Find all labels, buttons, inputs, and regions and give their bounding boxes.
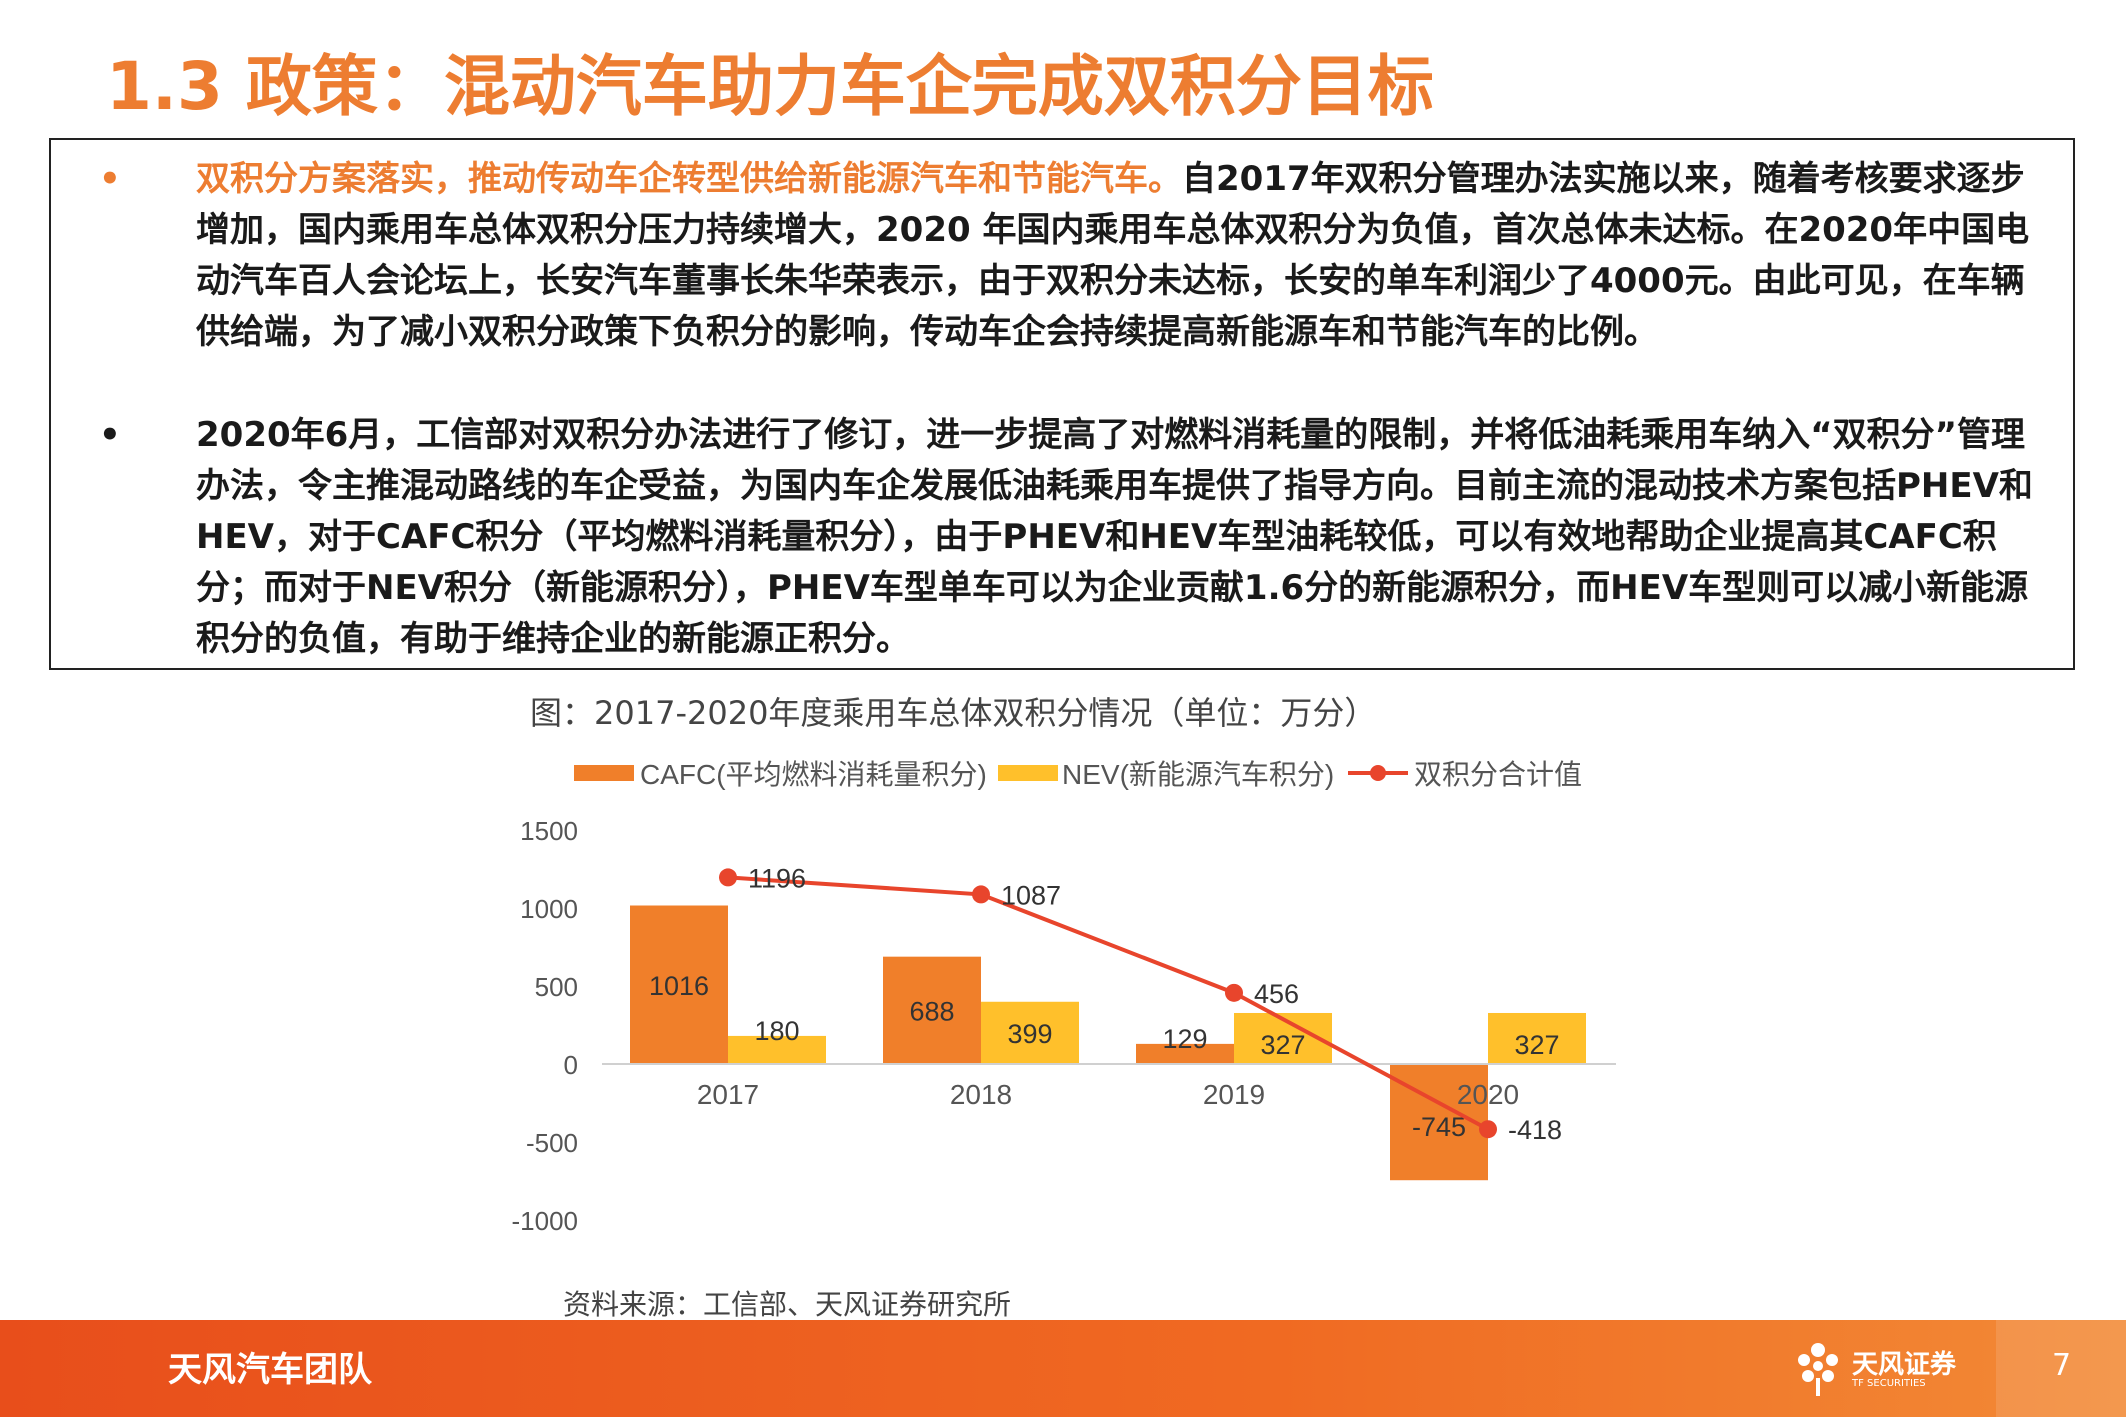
footer-bar: 天风汽车团队 天风证券 TF SECURITIES 7 xyxy=(0,1320,2126,1417)
tf-securities-logo: 天风证券 TF SECURITIES xyxy=(1790,1338,1960,1398)
total-marker xyxy=(719,868,737,887)
x-tick-label: 2018 xyxy=(950,1079,1012,1110)
y-tick-label: -1000 xyxy=(512,1206,579,1236)
summary-box: • 双积分方案落实，推动传动车企转型供给新能源汽车和节能汽车。自2017年双积分… xyxy=(49,138,2075,670)
bullet-2-dot: • xyxy=(99,415,121,455)
bar-nev xyxy=(1488,1012,1586,1064)
bar-label-cafc: 129 xyxy=(1162,1024,1207,1054)
total-line xyxy=(727,875,1489,1131)
page-number-block xyxy=(1996,1320,2126,1417)
bar-cafc xyxy=(1136,1043,1234,1064)
total-marker xyxy=(972,885,990,904)
footer-team-name: 天风汽车团队 xyxy=(168,1350,372,1390)
bar-label-cafc: -745 xyxy=(1412,1112,1466,1142)
y-tick-label: 0 xyxy=(564,1050,578,1080)
bullet-1-dot: • xyxy=(99,159,121,199)
chart-caption: 图：2017-2020年度乘用车总体双积分情况（单位：万分） xyxy=(530,694,1377,732)
legend-swatch-cafc xyxy=(574,765,634,781)
legend-label-total: 双积分合计值 xyxy=(1414,759,1582,790)
logo-name: 天风证券 xyxy=(1852,1350,1957,1380)
x-tick-label: 2019 xyxy=(1203,1079,1265,1110)
logo-subtitle: TF SECURITIES xyxy=(1852,1378,1926,1389)
total-label: 1196 xyxy=(748,863,806,893)
bar-label-cafc: 688 xyxy=(909,996,954,1026)
total-label: -418 xyxy=(1508,1115,1562,1145)
total-marker xyxy=(1225,983,1243,1002)
total-label: 456 xyxy=(1254,979,1299,1009)
flower-logo-icon xyxy=(1798,1343,1838,1396)
y-tick-label: -500 xyxy=(526,1128,578,1158)
bullet-1: • 双积分方案落实，推动传动车企转型供给新能源汽车和节能汽车。自2017年双积分… xyxy=(73,154,2053,358)
bullet-1-text: 双积分方案落实，推动传动车企转型供给新能源汽车和节能汽车。自2017年双积分管理… xyxy=(196,154,2053,358)
bar-cafc xyxy=(883,956,981,1064)
legend-label-nev: NEV(新能源汽车积分) xyxy=(1062,759,1334,790)
y-tick-label: 1500 xyxy=(520,816,578,846)
source-note: 资料来源：工信部、天风证券研究所 xyxy=(563,1288,1012,1321)
bullet-1-body: 自2017年双积分管理办法实施以来，随着考核要求逐步增加，国内乘用车总体双积分压… xyxy=(196,159,2030,352)
bar-label-cafc: 1016 xyxy=(649,971,709,1001)
legend-label-cafc: CAFC(平均燃料消耗量积分) xyxy=(640,759,987,790)
total-label: 1087 xyxy=(1001,880,1061,910)
bar-nev xyxy=(981,1001,1079,1064)
legend-swatch-nev xyxy=(998,765,1058,781)
total-marker xyxy=(1479,1120,1497,1139)
x-tick-label: 2020 xyxy=(1457,1079,1519,1110)
bullet-2-text: 2020年6月，工信部对双积分办法进行了修订，进一步提高了对燃料消耗量的限制，并… xyxy=(196,415,2033,659)
y-tick-label: 1000 xyxy=(520,894,578,924)
page-number: 7 xyxy=(2052,1348,2072,1383)
bar-label-nev: 327 xyxy=(1260,1030,1305,1060)
bar-label-nev: 180 xyxy=(754,1016,799,1046)
bar-nev xyxy=(728,1035,826,1064)
bar-label-nev: 399 xyxy=(1007,1019,1052,1049)
bullet-2: • 2020年6月，工信部对双积分办法进行了修订，进一步提高了对燃料消耗量的限制… xyxy=(73,410,2053,665)
bar-label-nev: 327 xyxy=(1514,1030,1559,1060)
slide-title: 1.3 政策：混动汽车助力车企完成双积分目标 xyxy=(106,48,1434,125)
bar-cafc xyxy=(630,905,728,1064)
x-tick-label: 2017 xyxy=(697,1079,759,1110)
y-tick-label: 500 xyxy=(535,972,578,1002)
legend-swatch-total-marker xyxy=(1370,765,1386,781)
bullet-1-highlight: 双积分方案落实，推动传动车企转型供给新能源汽车和节能汽车。 xyxy=(196,159,1182,199)
